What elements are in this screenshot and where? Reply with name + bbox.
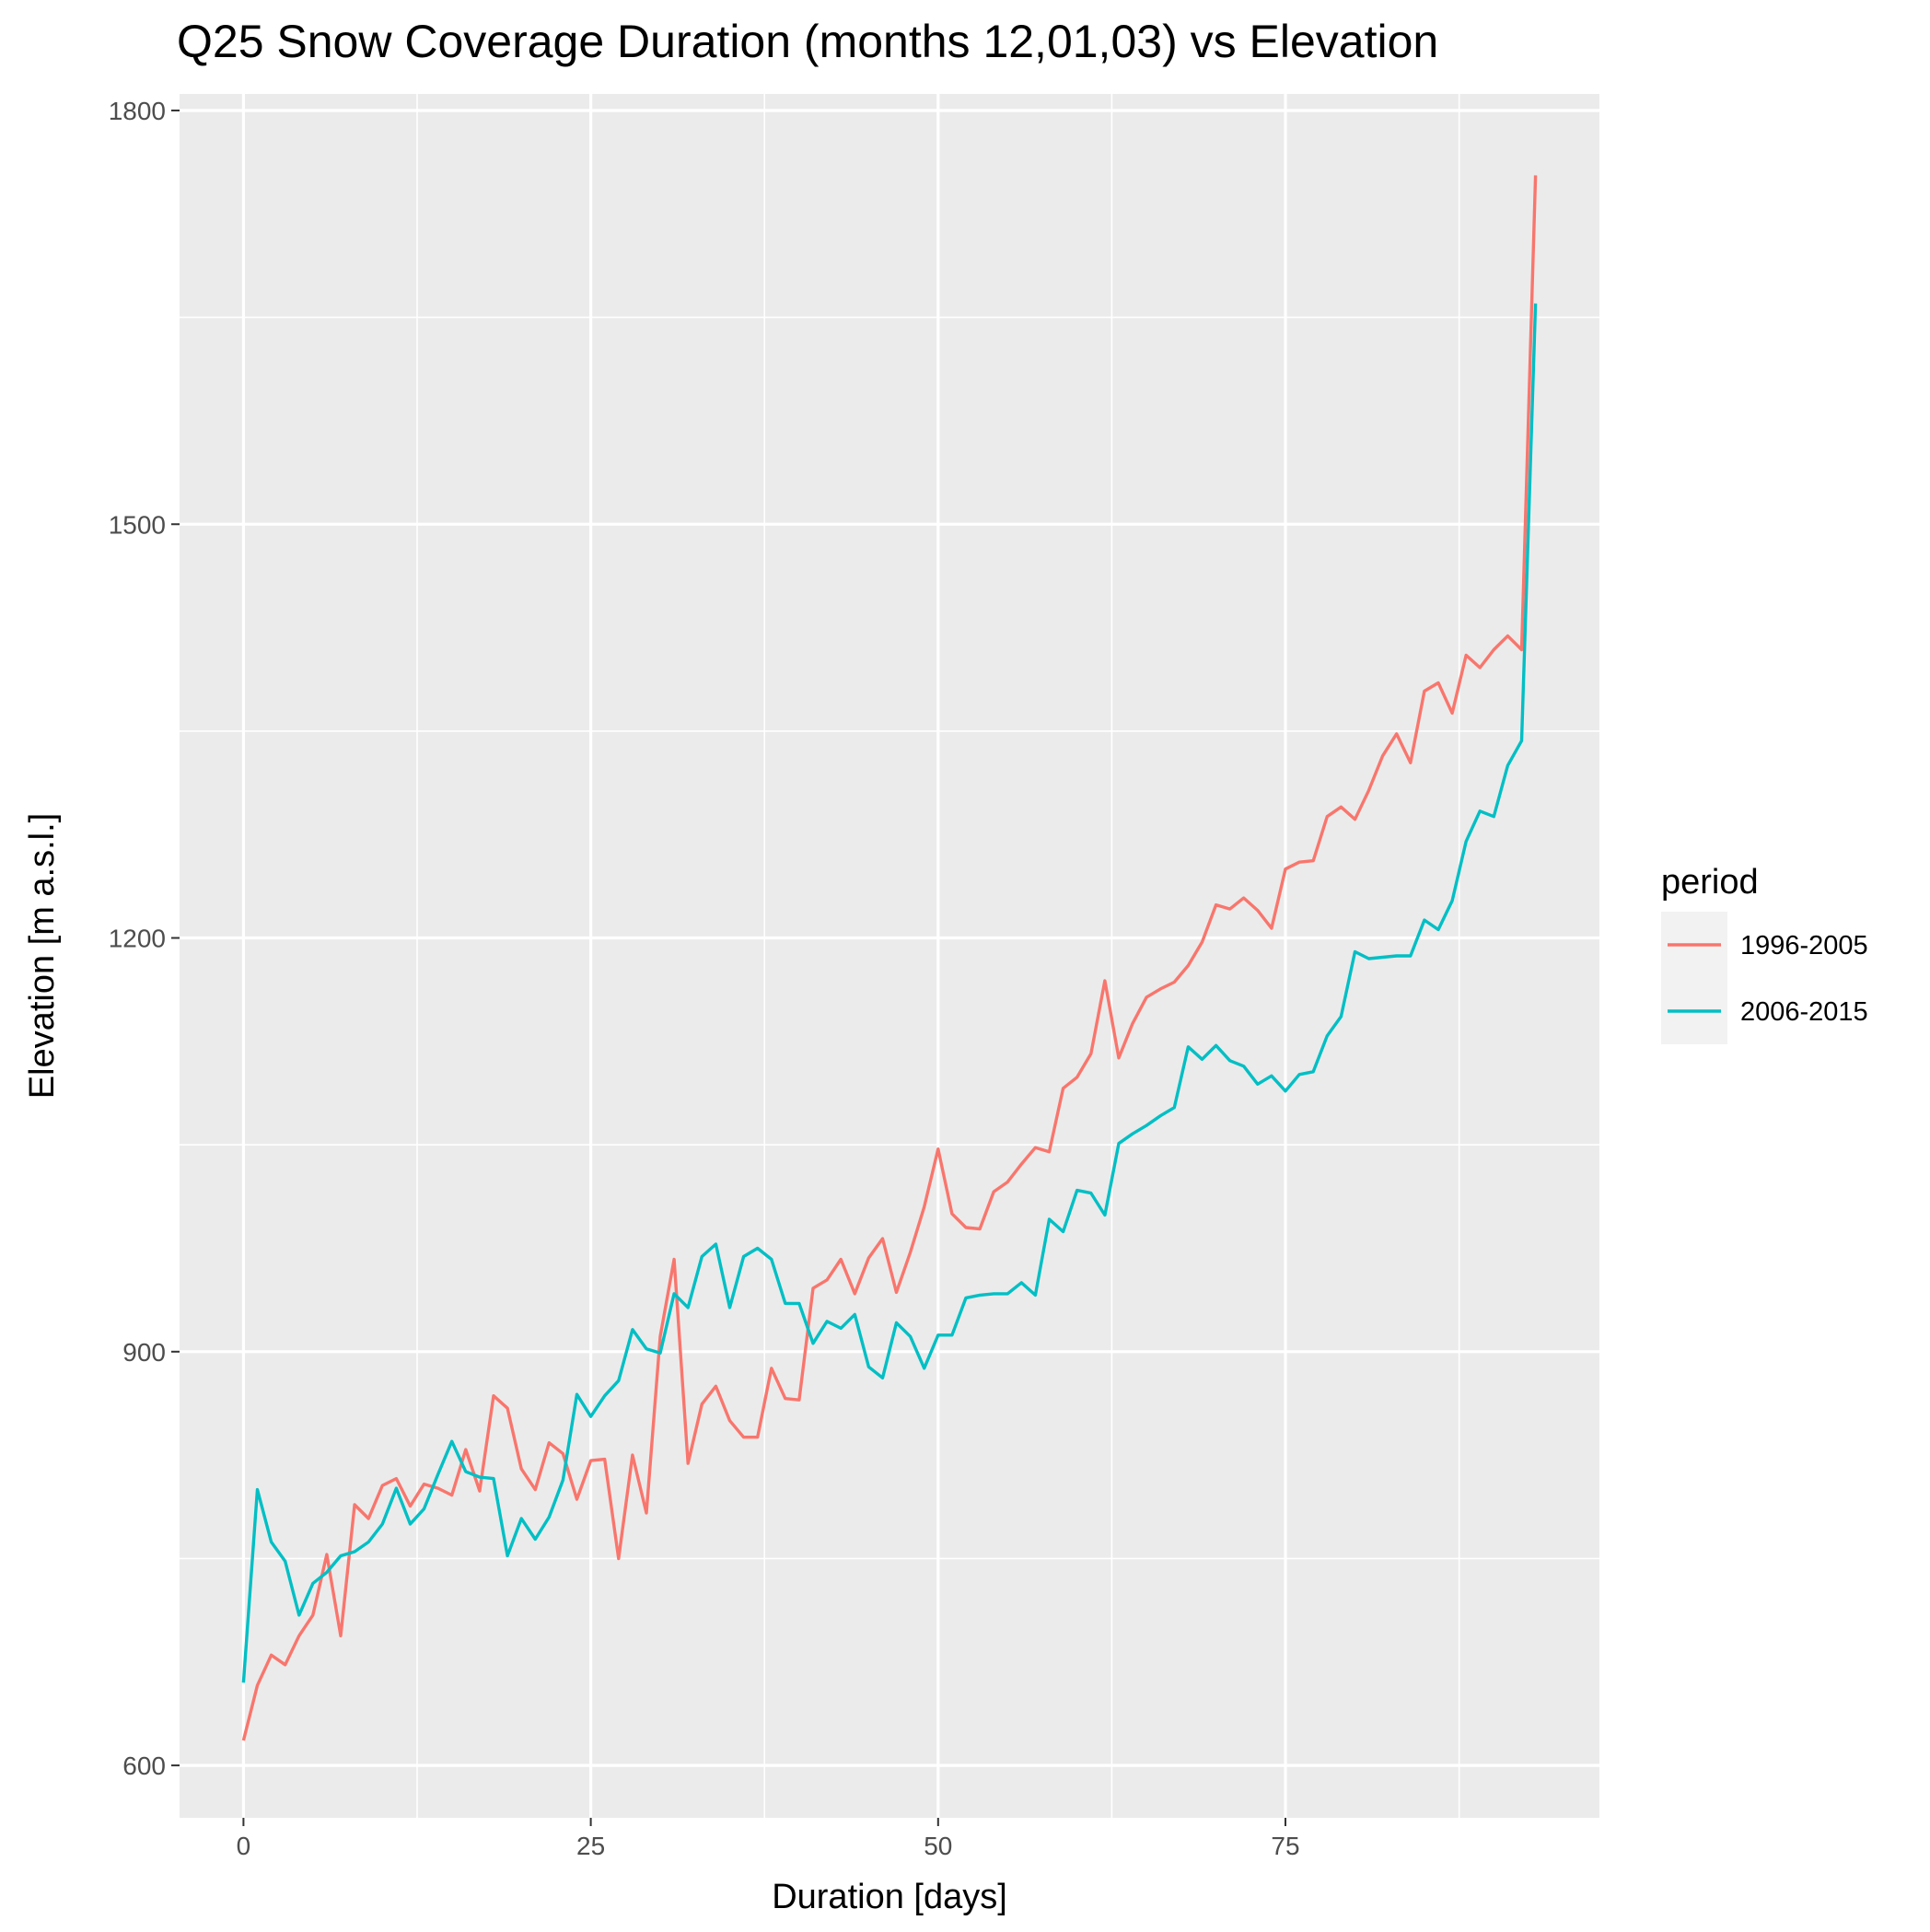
y-axis-title: Elevation [m a.s.l.] [23, 813, 62, 1099]
legend-label: 1996-2005 [1740, 931, 1868, 960]
y-tick-label: 1200 [109, 925, 166, 953]
legend-title: period [1661, 863, 1759, 902]
x-tick-label: 25 [576, 1832, 605, 1860]
x-axis-title: Duration [days] [772, 1878, 1007, 1916]
series-line-1996-2005 [241, 175, 1538, 1741]
y-tick-label: 1800 [109, 97, 166, 125]
y-tick-label: 600 [122, 1752, 166, 1780]
y-axis: 600 900 1200 1500 1800 [109, 97, 180, 1780]
y-tick-label: 900 [122, 1338, 166, 1367]
series-line-2006-2015 [241, 303, 1538, 1683]
y-tick-label: 1500 [109, 510, 166, 539]
chart-title: Q25 Snow Coverage Duration (months 12,01… [177, 16, 1438, 67]
minor-gridlines [180, 94, 1599, 1818]
x-tick-label: 75 [1271, 1832, 1299, 1860]
x-tick-label: 50 [924, 1832, 952, 1860]
x-tick-label: 0 [237, 1832, 251, 1860]
legend: period 1996-2005 2006-2015 [1661, 863, 1868, 1044]
x-axis: 0 25 50 75 [237, 1818, 1300, 1860]
legend-label: 2006-2015 [1740, 997, 1868, 1027]
series-lines [241, 175, 1538, 1741]
